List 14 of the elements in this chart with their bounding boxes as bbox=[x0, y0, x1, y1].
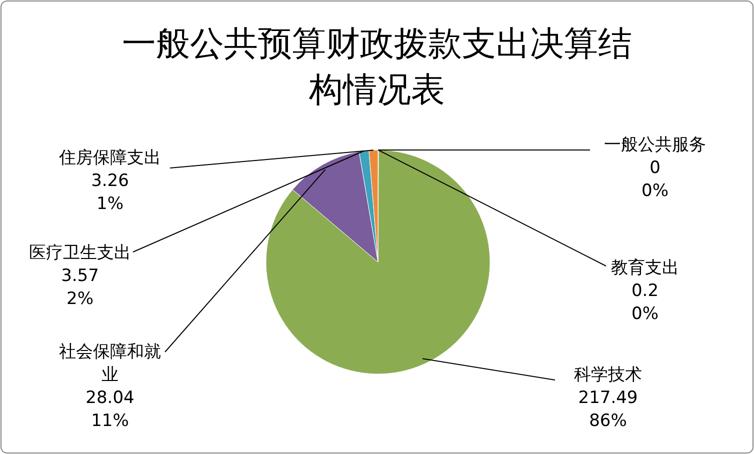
slice-label: 教育支出 bbox=[611, 258, 679, 278]
data-label: 3.26 1% bbox=[91, 171, 129, 214]
data-label: 3.57 2% bbox=[61, 266, 99, 309]
category-label: 一般公共服务 bbox=[604, 135, 706, 155]
slice-label: 医疗卫生支出 bbox=[29, 243, 131, 263]
data-label: 28.04 11% bbox=[86, 388, 134, 431]
text: 0 0% bbox=[642, 158, 668, 201]
data-label: 0.2 0% bbox=[631, 281, 659, 324]
slice-label: 住房保障支出 bbox=[58, 148, 161, 168]
pie-slice bbox=[266, 150, 490, 374]
slice-label: 社会保障和就业 bbox=[59, 342, 161, 385]
chart-title: 一般公共预算财政拨款支出决算结构情况表 bbox=[122, 24, 632, 110]
slice-label: 科学技术 bbox=[574, 365, 642, 385]
data-label: 217.49 86% bbox=[578, 388, 638, 431]
